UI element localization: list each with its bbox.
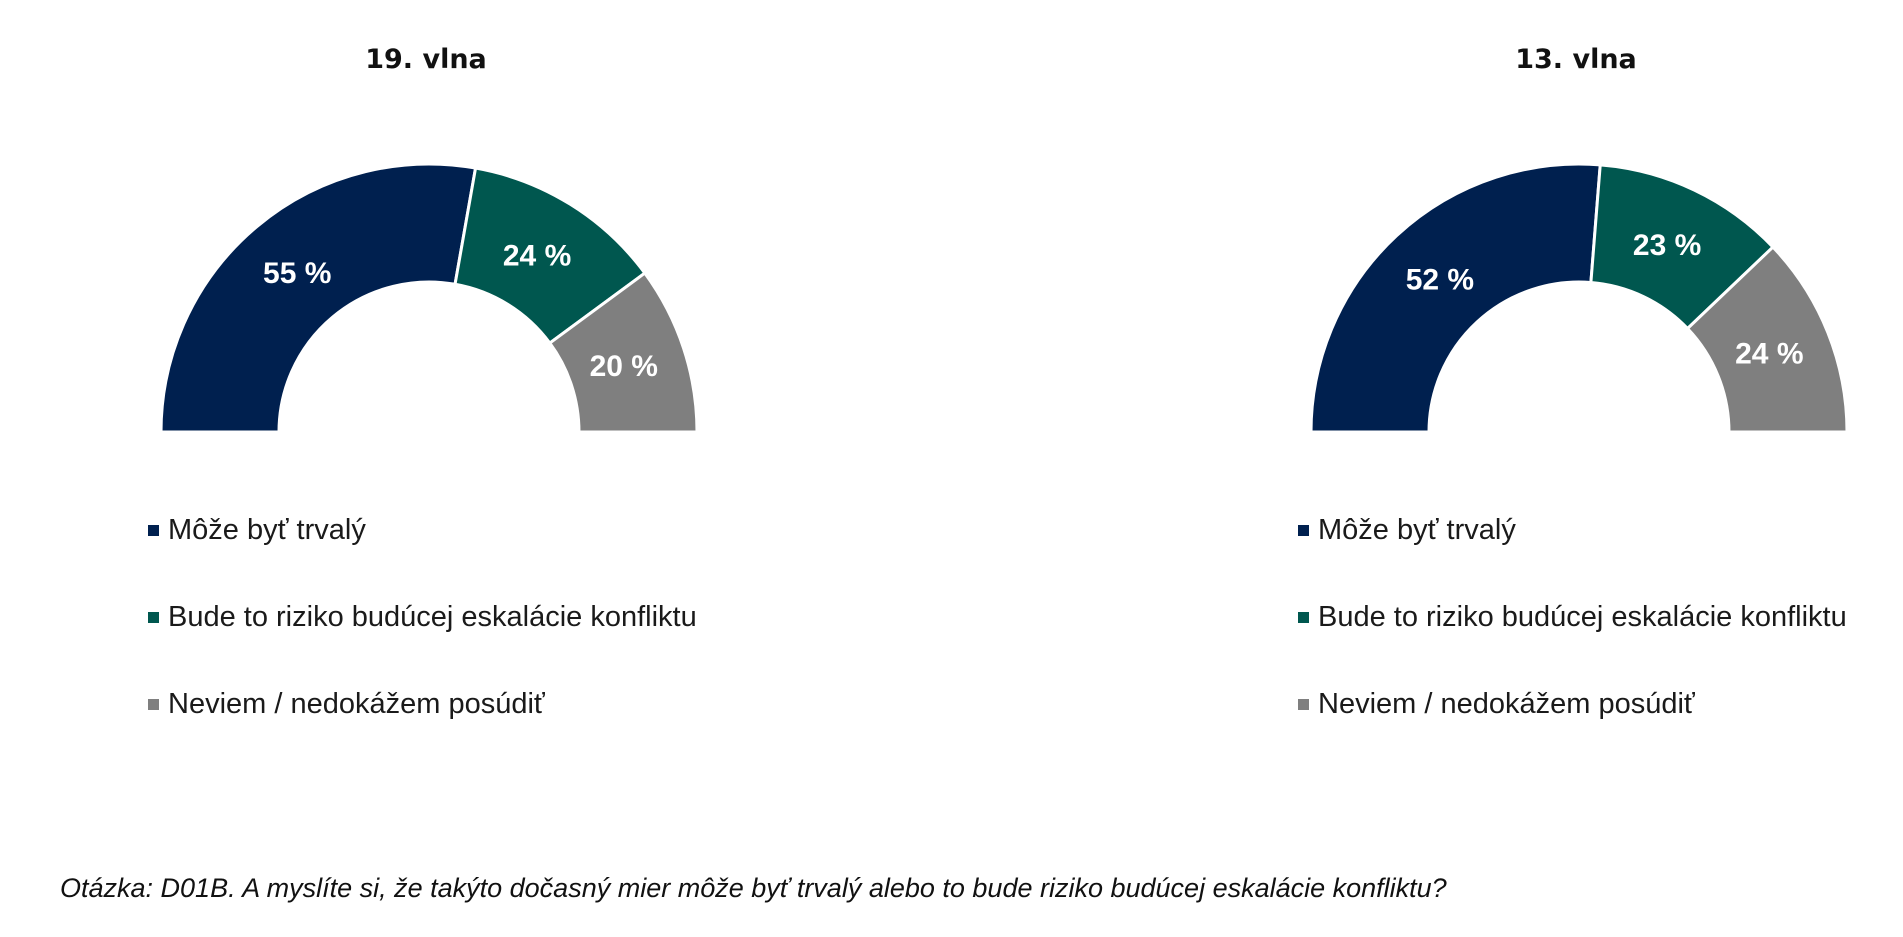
legend-entry-neviem: Neviem / nedokážem posúdiť (148, 686, 697, 722)
chart-13-vlna: 13. vlna 52 % 23 % 24 % Môže byť trvalý Bu… (1150, 0, 1903, 800)
legend-swatch (148, 611, 159, 623)
legend-label: Bude to riziko budúcej eskalácie konflik… (168, 600, 697, 633)
legend-entry-trvaly: Môže byť trvalý (1298, 512, 1847, 548)
chart-19-vlna: 19. vlna 55 % 24 % 20 % Môže byť trvalý Bu… (0, 0, 900, 800)
chart-title: 19. vlna (365, 44, 487, 75)
half-donut-chart: 55 % 24 % 20 % (159, 162, 699, 434)
legend-swatch (1298, 524, 1309, 536)
half-donut-chart: 52 % 23 % 24 % (1309, 162, 1849, 434)
slice-neviem (1685, 244, 1849, 434)
legend-label: Neviem / nedokážem posúdiť (168, 687, 545, 720)
slice-trvaly (159, 162, 478, 434)
legend-label: Neviem / nedokážem posúdiť (1318, 687, 1695, 720)
data-label: 24 % (503, 240, 571, 273)
slice-trvaly (1309, 162, 1602, 434)
legend-entry-neviem: Neviem / nedokážem posúdiť (1298, 686, 1847, 722)
chart-legend: Môže byť trvalý Bude to riziko budúcej e… (148, 512, 697, 773)
legend-swatch (148, 698, 159, 710)
legend-label: Bude to riziko budúcej eskalácie konflik… (1318, 600, 1847, 633)
data-label: 55 % (263, 257, 331, 290)
legend-swatch (1298, 698, 1309, 710)
legend-label: Môže byť trvalý (168, 513, 366, 546)
legend-entry-riziko: Bude to riziko budúcej eskalácie konflik… (1298, 599, 1847, 635)
data-label: 52 % (1406, 263, 1474, 296)
data-label: 20 % (590, 350, 658, 383)
legend-label: Môže byť trvalý (1318, 513, 1516, 546)
legend-swatch (1298, 611, 1309, 623)
legend-entry-trvaly: Môže byť trvalý (148, 512, 697, 548)
data-label: 24 % (1735, 338, 1803, 371)
chart-title: 13. vlna (1515, 44, 1637, 75)
slice-neviem (547, 271, 699, 434)
legend-swatch (148, 524, 159, 536)
data-label: 23 % (1633, 229, 1701, 262)
chart-legend: Môže byť trvalý Bude to riziko budúcej e… (1298, 512, 1847, 773)
survey-question: Otázka: D01B. A myslíte si, že takýto do… (60, 873, 1447, 903)
legend-entry-riziko: Bude to riziko budúcej eskalácie konflik… (148, 599, 697, 635)
